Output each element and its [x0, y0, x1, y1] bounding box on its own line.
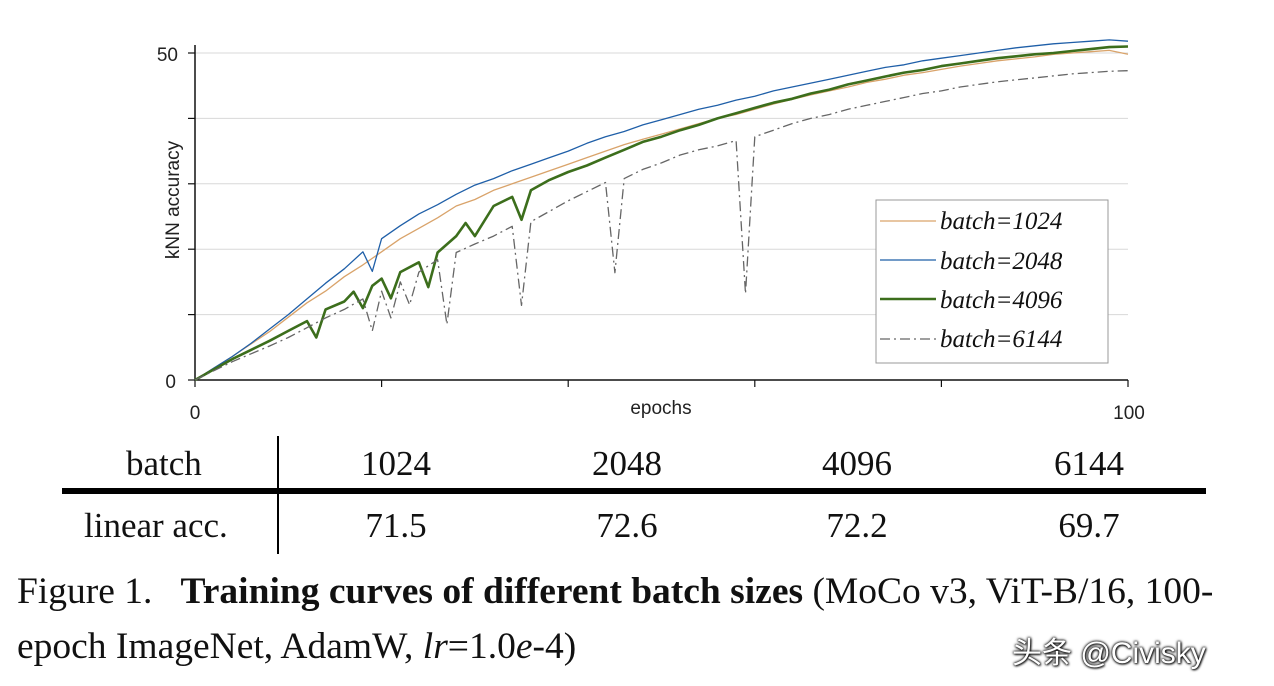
results-table: batch 1024 2048 4096 6144 linear acc. 71…: [62, 436, 1206, 554]
knn-accuracy-chart: 0 50 0 100 epochs kNN accuracy batch=102…: [157, 39, 1145, 424]
series-line-6144: [194, 70, 1129, 381]
table-rule: [62, 488, 1206, 494]
legend: batch=1024 batch=2048 batch=4096 batch=6…: [875, 199, 1109, 364]
axis-ticks: [188, 52, 1129, 387]
series-line-2048: [194, 39, 1129, 381]
table-header-label: batch: [126, 444, 202, 483]
caption-lr-e: e: [515, 626, 533, 667]
caption-lr-symbol: lr: [422, 626, 448, 667]
y-axis-label: kNN accuracy: [163, 140, 184, 259]
table-header-row: batch 1024 2048 4096 6144: [62, 436, 1206, 492]
x-axis-label: epochs: [630, 398, 691, 419]
table-val-1024: 71.5: [365, 506, 427, 545]
table-val-6144: 69.7: [1058, 506, 1120, 545]
table-vertical-separator: [277, 436, 279, 554]
series-line-4096: [194, 45, 1129, 382]
caption-lr-eq: =1.0: [447, 626, 516, 667]
table-val-2048: 72.6: [596, 506, 658, 545]
watermark-text: 头条 @Civisky: [1012, 637, 1206, 670]
y-tick-label-50: 50: [157, 45, 178, 66]
table-col-1024: 1024: [361, 444, 431, 483]
table-row-label: linear acc.: [84, 506, 228, 545]
table-col-4096: 4096: [822, 444, 892, 483]
axes: [194, 45, 1128, 381]
legend-label-2048: batch=2048: [940, 248, 1063, 275]
caption-details: (MoCo v3, ViT-B/16, 100-epoch ImageNet, …: [17, 571, 1214, 667]
caption-lr-exp: -4): [532, 626, 577, 667]
table-col-6144: 6144: [1054, 444, 1124, 483]
caption-figure-label: Figure 1.: [17, 571, 153, 612]
legend-label-1024: batch=1024: [940, 208, 1062, 235]
x-tick-label-0: 0: [190, 403, 201, 424]
y-tick-label-0: 0: [165, 372, 176, 393]
figure-caption: Figure 1. Training curves of different b…: [17, 564, 1267, 674]
table-value-row: linear acc. 71.5 72.6 72.2 69.7: [62, 498, 1206, 554]
caption-title: Training curves of different batch sizes: [180, 571, 804, 612]
table-col-2048: 2048: [592, 444, 662, 483]
legend-box: [875, 199, 1109, 364]
series-line-1024: [194, 49, 1129, 381]
series-lines: [194, 39, 1129, 382]
legend-label-6144: batch=6144: [940, 326, 1062, 353]
x-tick-label-100: 100: [1113, 403, 1145, 424]
legend-label-4096: batch=4096: [940, 287, 1063, 314]
table-val-4096: 72.2: [826, 506, 888, 545]
